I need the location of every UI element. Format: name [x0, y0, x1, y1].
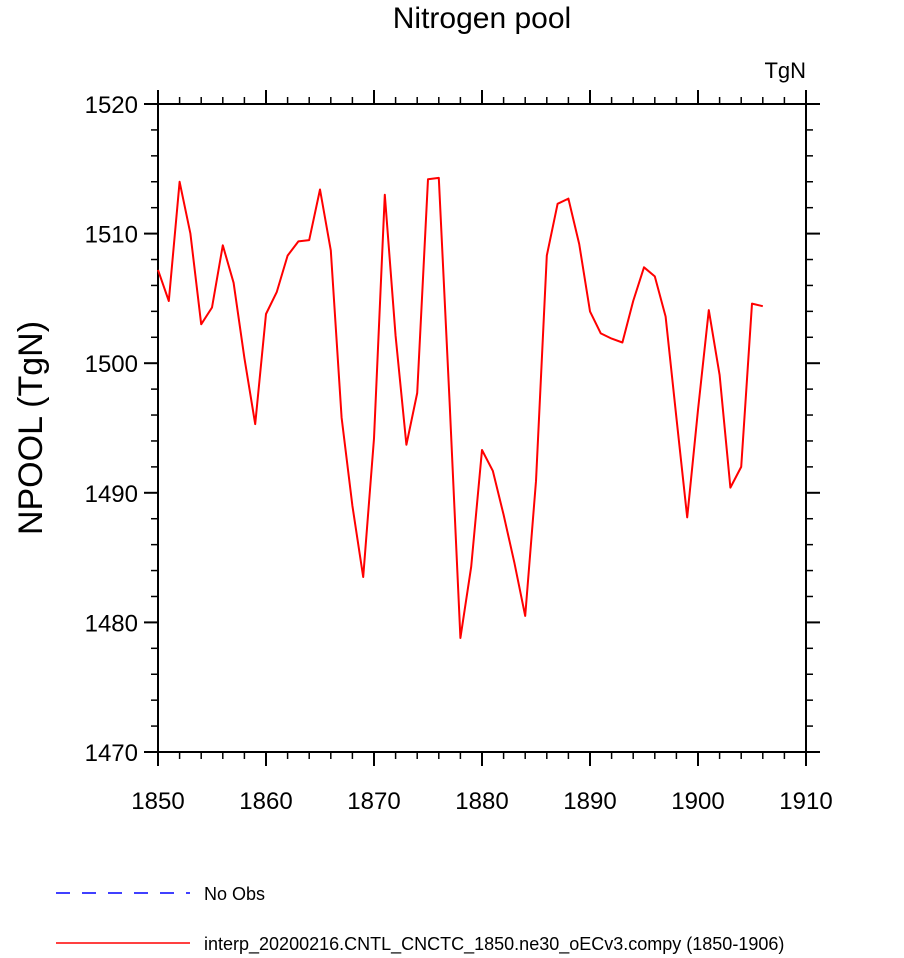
y-tick-label: 1520 — [85, 92, 138, 119]
chart-title: Nitrogen pool — [393, 2, 571, 35]
y-tick-label: 1480 — [85, 610, 138, 637]
legend-label-1: interp_20200216.CNTL_CNCTC_1850.ne30_oEC… — [204, 934, 784, 955]
y-tick-label: 1510 — [85, 222, 138, 249]
units-label: TgN — [764, 58, 806, 83]
x-tick-label: 1850 — [131, 788, 184, 815]
y-tick-label: 1490 — [85, 481, 138, 508]
y-axis-label: NPOOL (TgN) — [12, 321, 50, 535]
legend-label-0: No Obs — [204, 884, 265, 904]
x-tick-label: 1860 — [239, 788, 292, 815]
x-tick-labels: 1850 1860 1870 1880 1890 1900 1910 — [131, 788, 832, 815]
plot-frame — [157, 103, 807, 753]
y-tick-labels: 1470 1480 1490 1500 1510 1520 — [85, 92, 138, 767]
y-tick-label: 1470 — [85, 740, 138, 767]
y-tick-label: 1500 — [85, 351, 138, 378]
legend: No Obs interp_20200216.CNTL_CNCTC_1850.ne… — [56, 884, 784, 955]
x-tick-label: 1870 — [347, 788, 400, 815]
x-tick-label: 1910 — [779, 788, 832, 815]
axis-ticks — [144, 90, 820, 766]
x-tick-label: 1880 — [455, 788, 508, 815]
x-tick-label: 1890 — [563, 788, 616, 815]
x-tick-label: 1900 — [671, 788, 724, 815]
series-line-1 — [157, 176, 764, 639]
series-lines — [157, 176, 764, 639]
